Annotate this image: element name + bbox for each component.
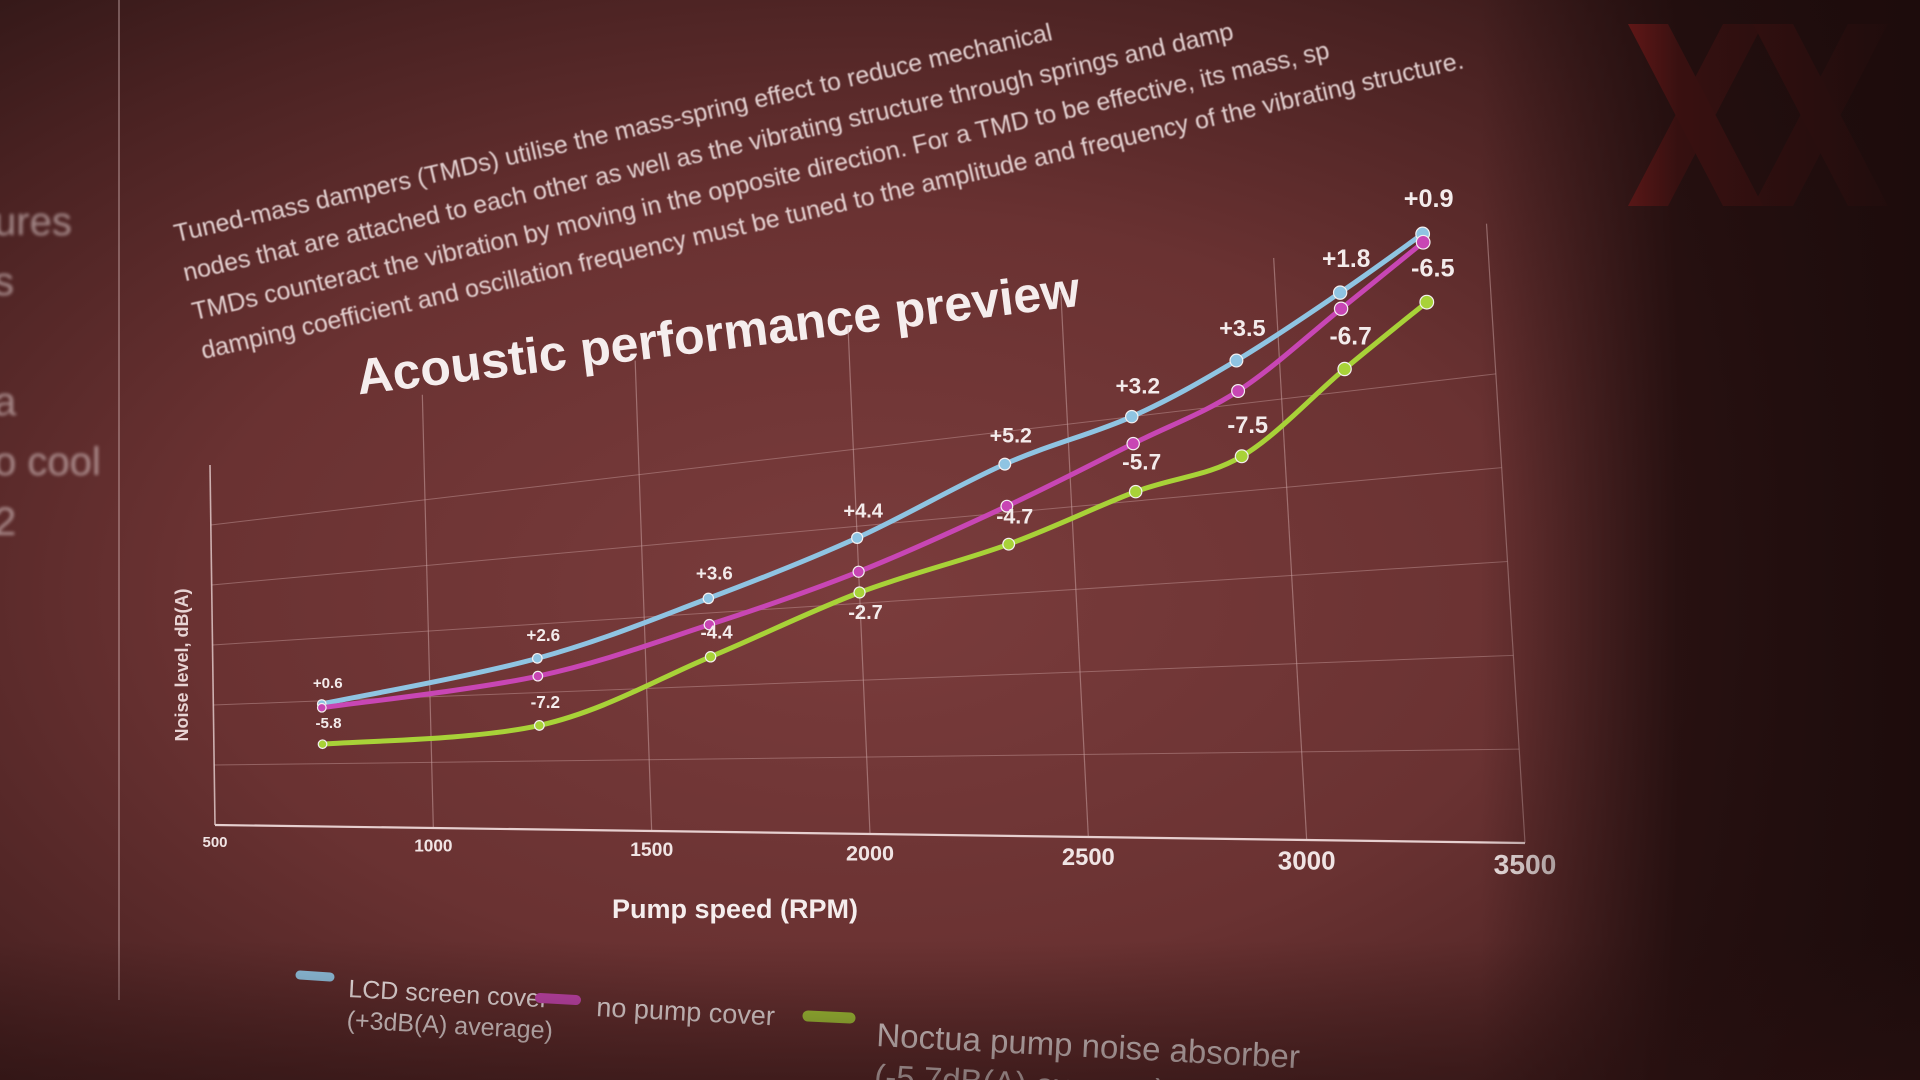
data-point-nopump — [1126, 436, 1140, 451]
data-label-lcd: +5.2 — [990, 424, 1032, 448]
legend-label-nopump: no pump cover — [596, 992, 776, 1031]
data-label-lcd: +3.6 — [696, 563, 733, 584]
legend-label-noctua: Noctua pump noise absorber(-5.7dB(A) ave… — [873, 1016, 1300, 1080]
left-fragment: s — [0, 260, 14, 304]
legend-swatch-noctua — [802, 1010, 856, 1024]
left-fragment: ures — [0, 200, 72, 244]
poster-panel-edge — [118, 0, 120, 1000]
data-point-nopump — [316, 702, 327, 713]
x-tick-label: 1500 — [630, 839, 673, 861]
grid-line-horizontal — [213, 654, 1514, 706]
data-point-nopump — [1231, 384, 1246, 399]
series-line-nopump — [319, 239, 1426, 711]
data-point-lcd — [1229, 353, 1244, 368]
data-point-lcd — [702, 592, 715, 605]
data-point-lcd — [851, 531, 864, 544]
data-point-noctua — [1419, 294, 1435, 310]
data-label-lcd: +1.8 — [1322, 246, 1370, 273]
data-point-lcd — [998, 457, 1012, 471]
chart-axes: 500 1000 1500 2000 2500 3000 3500 — [202, 464, 1557, 880]
x-tick-label: 500 — [202, 834, 227, 851]
data-point-lcd — [1332, 285, 1348, 300]
x-axis-line — [214, 823, 1526, 845]
data-point-nopump — [852, 565, 865, 578]
data-label-lcd: +3.5 — [1219, 315, 1266, 341]
series-line-noctua — [320, 299, 1430, 747]
double-x-logo-icon — [1628, 24, 1888, 206]
data-label-noctua: -4.7 — [996, 504, 1033, 528]
data-point-nopump — [532, 670, 544, 682]
y-axis-line — [209, 464, 216, 826]
x-tick-label: 2000 — [846, 841, 894, 866]
series-line-lcd — [319, 231, 1426, 707]
x-tick-label: 3000 — [1278, 846, 1336, 876]
data-point-lcd — [1124, 409, 1139, 424]
data-label-noctua: -2.7 — [848, 602, 883, 624]
data-point-lcd — [531, 652, 543, 664]
data-label-lcd: +3.2 — [1115, 374, 1160, 399]
data-label-lcd: +2.6 — [526, 626, 560, 645]
x-tick-label: 2500 — [1062, 844, 1115, 871]
data-label-noctua: -5.8 — [315, 715, 341, 732]
chart-title: Acoustic performance preview — [353, 261, 1083, 405]
data-label-noctua: -5.7 — [1122, 450, 1161, 475]
left-fragment: 2 — [0, 500, 17, 544]
y-axis-label: Noise level, dB(A) — [172, 588, 192, 741]
logo-shape — [1628, 24, 1888, 206]
data-label-noctua: -7.5 — [1227, 413, 1268, 439]
grid-line-horizontal — [212, 561, 1508, 646]
data-label-noctua: -6.7 — [1329, 324, 1371, 351]
data-point-noctua — [704, 650, 717, 663]
data-point-nopump — [1333, 301, 1349, 317]
legend-label-lcd: LCD screen cover(+3dB(A) average) — [346, 975, 555, 1045]
data-label-lcd: +4.4 — [843, 501, 883, 523]
data-label-lcd: +0.6 — [313, 675, 343, 692]
chart-series — [316, 226, 1435, 750]
data-label-noctua: -4.4 — [700, 621, 733, 642]
grid-line-vertical — [1060, 292, 1089, 838]
x-axis-label: Pump speed (RPM) — [612, 894, 858, 924]
grid-line-horizontal — [214, 748, 1520, 766]
data-point-nopump — [703, 618, 716, 631]
x-tick-label: 3500 — [1494, 848, 1557, 880]
grid-line-vertical — [1485, 223, 1526, 844]
data-point-noctua — [1002, 537, 1016, 551]
data-point-noctua — [533, 720, 545, 731]
data-label-noctua: -6.5 — [1411, 255, 1455, 283]
legend-label-line: no pump cover — [596, 992, 776, 1031]
grid-line-horizontal — [210, 373, 1496, 526]
data-point-noctua — [1337, 361, 1352, 377]
x-tick-label: 1000 — [414, 836, 452, 856]
legend-swatch-lcd — [295, 970, 335, 982]
chart-legend: LCD screen cover(+3dB(A) average) no pump… — [295, 970, 1301, 1080]
legend-swatch-nopump — [535, 993, 581, 1005]
grid-line-vertical — [847, 326, 871, 835]
data-point-nopump — [1000, 499, 1014, 513]
grid-line-vertical — [634, 360, 653, 832]
left-fragment: o cool — [0, 440, 101, 484]
left-fragment: a — [0, 380, 17, 424]
data-label-lcd: +0.9 — [1404, 185, 1454, 213]
data-point-noctua — [1234, 449, 1249, 464]
left-text-fragments: ures s a o cool 2 — [0, 200, 101, 580]
data-point-noctua — [317, 739, 328, 750]
chart-point-labels: +0.6 +2.6 +3.6 +4.4 +5.2 +3.2 +3.5 +1.8 +0.9 -5.8… — [313, 185, 1455, 732]
data-point-noctua — [1128, 484, 1143, 499]
grid-line-horizontal — [211, 467, 1502, 586]
data-point-noctua — [853, 586, 866, 599]
grid-line-vertical — [1273, 257, 1308, 841]
data-point-nopump — [1415, 234, 1431, 250]
data-label-noctua: -7.2 — [531, 692, 561, 712]
grid-line-vertical — [421, 394, 434, 829]
